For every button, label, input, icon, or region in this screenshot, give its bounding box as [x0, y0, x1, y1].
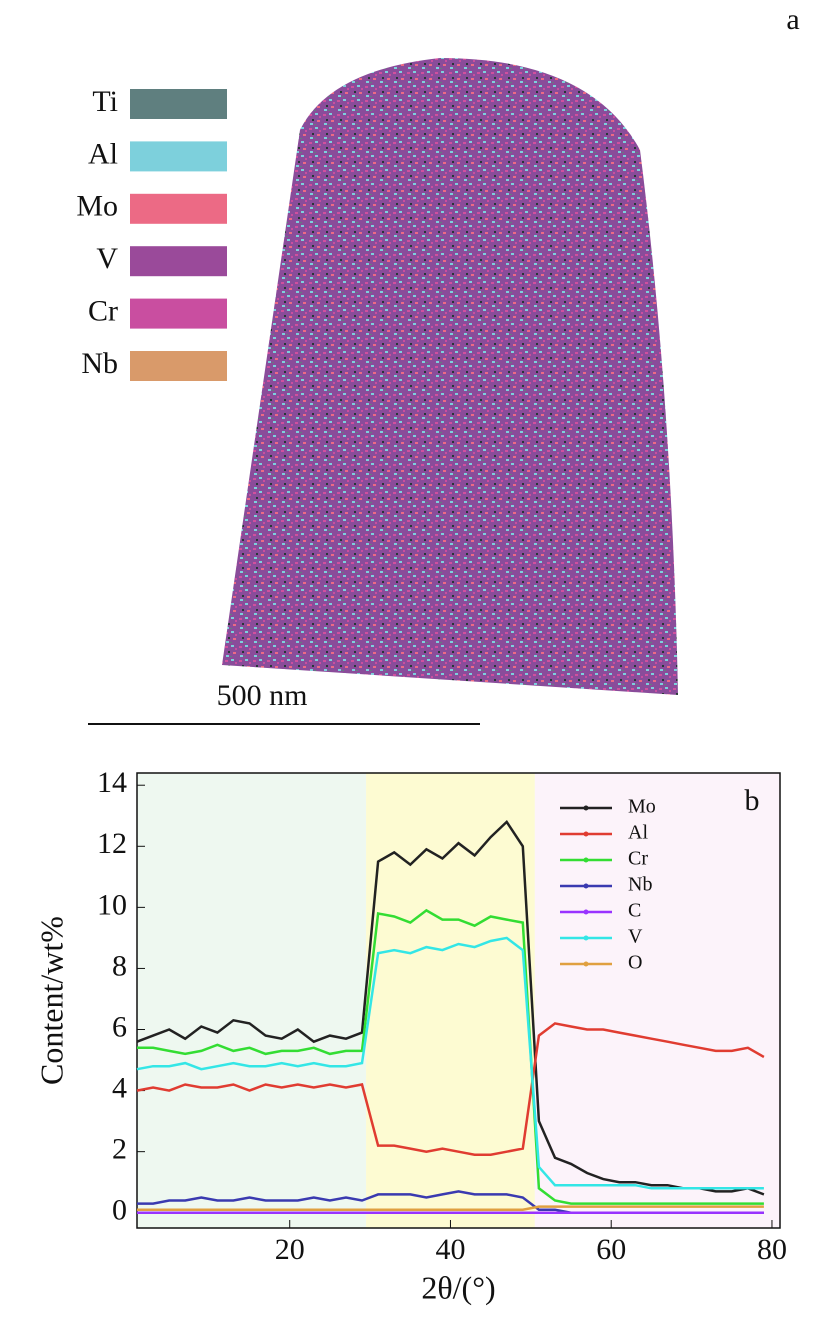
x-tick-label: 40: [435, 1233, 465, 1266]
legend-swatch: [130, 246, 227, 277]
legend-label: V: [628, 926, 643, 948]
legend-marker: [583, 909, 589, 915]
y-tick-label: 2: [112, 1133, 127, 1166]
y-axis-label: Content/wt%: [33, 916, 69, 1085]
series-line: [136, 819, 765, 1196]
series-line: [136, 936, 764, 1190]
y-tick-label: 6: [112, 1010, 127, 1043]
y-tick-label: 12: [97, 827, 127, 860]
legend-marker: [583, 961, 589, 967]
legend-marker: [583, 831, 589, 837]
y-tick-label: 8: [112, 949, 127, 982]
legend-label: Nb: [81, 347, 118, 380]
legend-marker: [583, 805, 589, 811]
legend-swatch: [130, 89, 227, 119]
region: [534, 773, 780, 1228]
legend-label: Mo: [628, 796, 656, 818]
plot-frame: [136, 772, 781, 1229]
y-tick-label: 14: [97, 766, 127, 799]
series-line: [136, 1022, 765, 1156]
y-tick-label: 0: [112, 1194, 127, 1227]
y-tick-label: 10: [97, 888, 127, 921]
region: [366, 773, 535, 1228]
legend-label: Nb: [628, 874, 652, 896]
legend-label: Ti: [92, 85, 118, 118]
legend-label: Cr: [88, 294, 118, 327]
series-line: [137, 1205, 764, 1211]
atom-map: [222, 58, 678, 695]
legend-label: V: [96, 242, 118, 275]
legend-label: Cr: [628, 848, 648, 870]
legend-label: Al: [88, 137, 118, 170]
x-tick-label: 80: [757, 1233, 787, 1266]
legend-a: Ti Al Mo V Cr Nb: [76, 85, 227, 381]
legend-marker: [583, 935, 589, 941]
panel-label: a: [786, 3, 799, 36]
series-line: [137, 908, 764, 1205]
legend-label: Mo: [76, 190, 118, 223]
panel-label: b: [745, 784, 760, 817]
legend-label: C: [628, 900, 641, 922]
scale-bar-label: 500 nm: [217, 679, 308, 712]
legend-swatch: [130, 351, 227, 381]
y-tick-label: 4: [112, 1071, 127, 1104]
legend-label: O: [628, 952, 642, 974]
legend-swatch: [130, 298, 227, 329]
legend-swatch: [130, 141, 227, 172]
legend-label: Al: [628, 822, 648, 844]
legend-swatch: [130, 193, 227, 224]
x-tick-label: 20: [275, 1233, 305, 1266]
legend-marker: [583, 857, 589, 863]
chart: 0 2 4 6 8 10 12 14 20 40 60 80 2θ/(°) Content/wt% b Mo A…: [33, 766, 787, 1305]
x-tick-label: 60: [596, 1233, 626, 1266]
legend-marker: [583, 883, 589, 889]
region: [137, 773, 367, 1228]
x-axis-label: 2θ/(°): [421, 1269, 495, 1305]
